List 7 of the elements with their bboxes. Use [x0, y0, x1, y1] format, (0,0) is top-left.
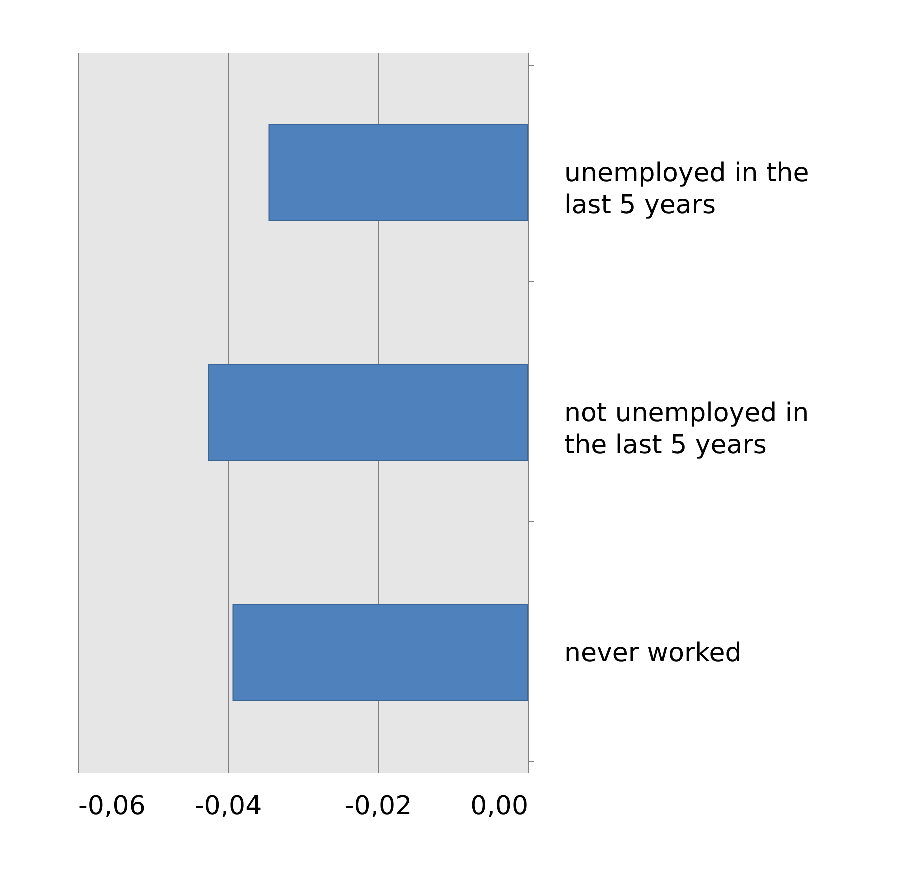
x-tick-label: -0,04	[194, 792, 262, 822]
x-tick-label: -0,02	[344, 792, 412, 822]
y-tick-label: unemployed in the last 5 years	[564, 158, 810, 220]
y-tick-label: not unemployed in the last 5 years	[564, 398, 810, 460]
y-tick-label: never worked	[564, 638, 742, 668]
x-tick-label: -0,06	[78, 792, 146, 822]
x-tick-label: 0,00	[470, 792, 528, 822]
